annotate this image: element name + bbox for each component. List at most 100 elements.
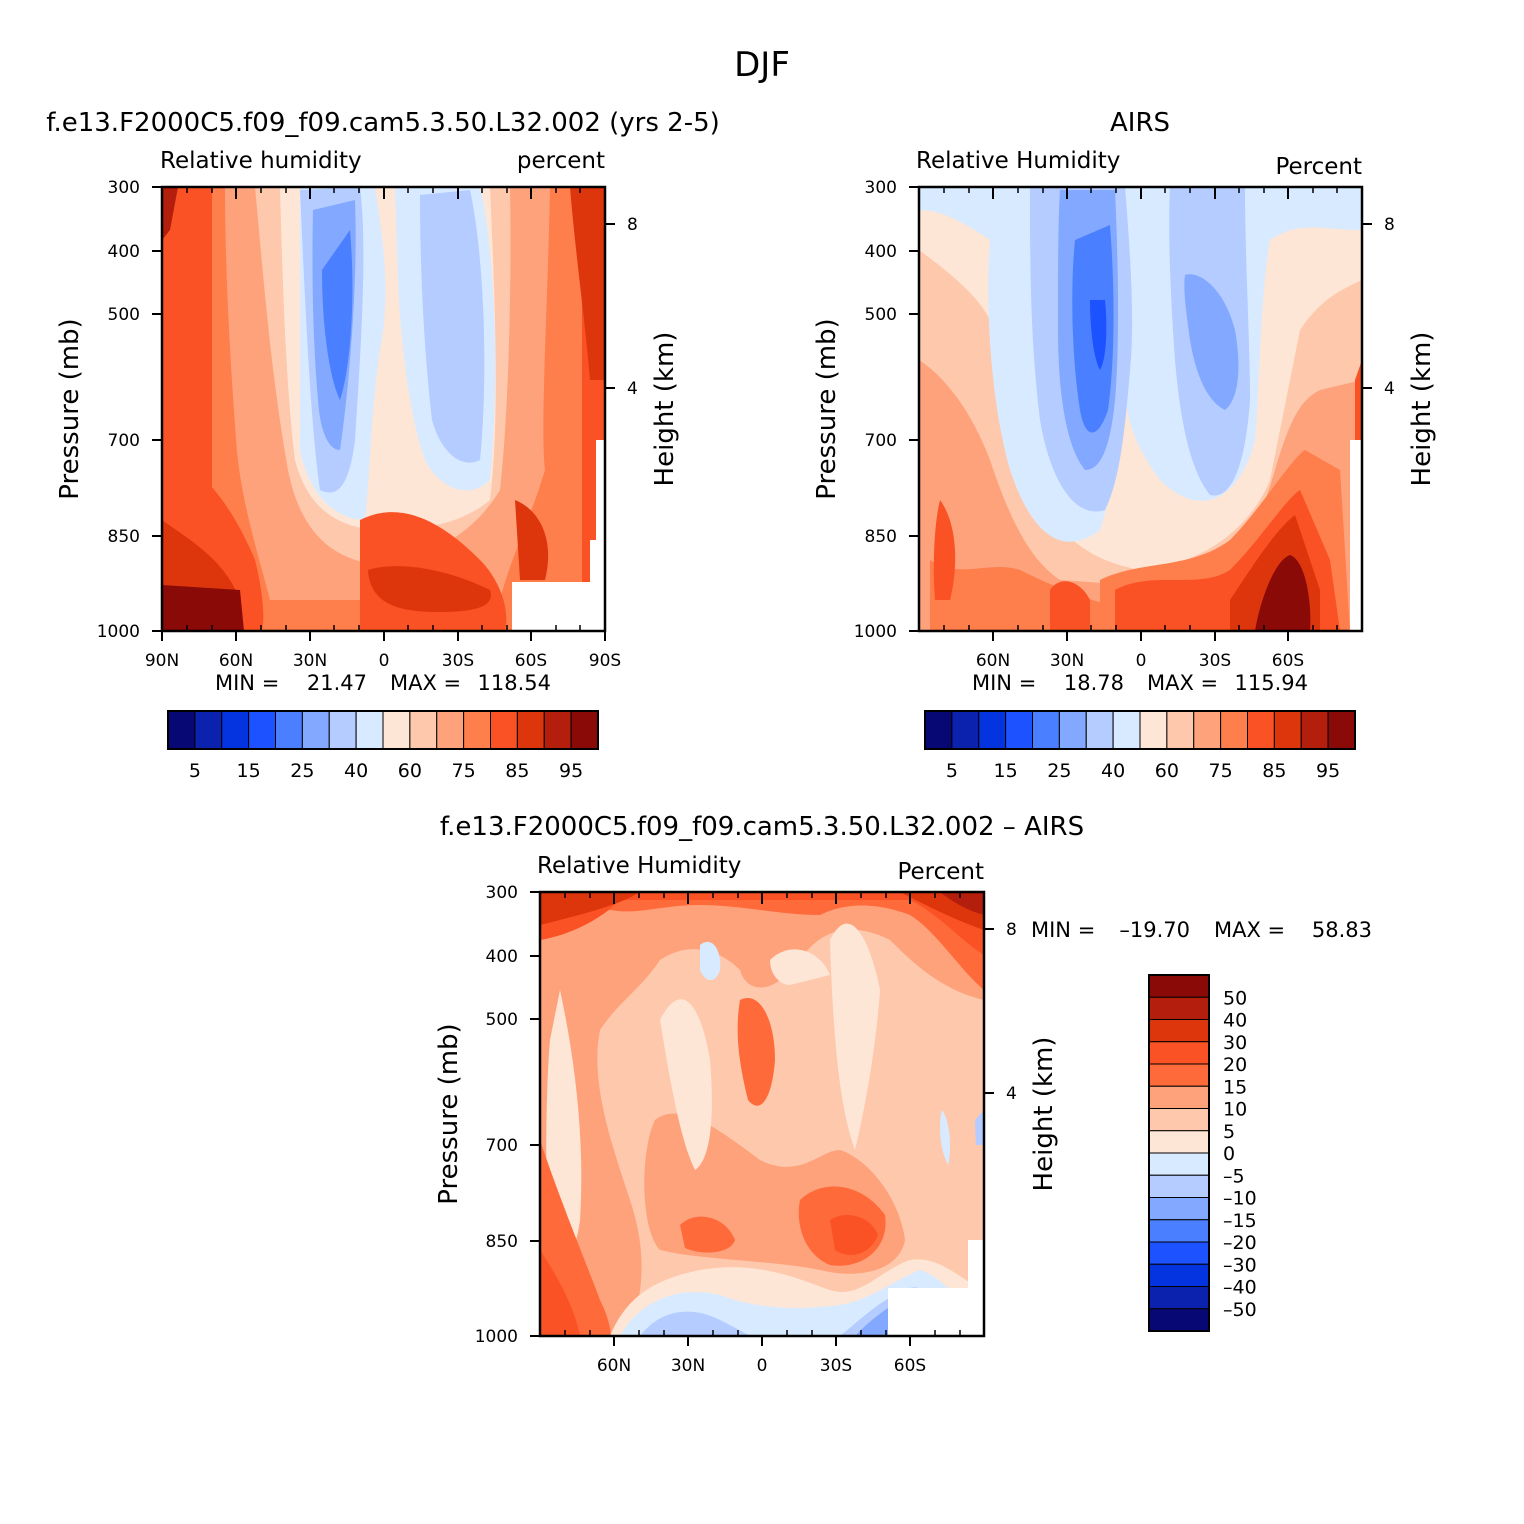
min-label: MIN = bbox=[972, 671, 1036, 695]
panel-model-major-ticks bbox=[152, 186, 615, 641]
panel-diff-y-tick-labels: 300 400 500 700 850 1000 bbox=[475, 883, 518, 1347]
x-tick-label: 0 bbox=[1136, 651, 1147, 671]
colorbar-swatch bbox=[328, 710, 357, 750]
min-value: 21.47 bbox=[307, 671, 367, 695]
x-tick-label: 90S bbox=[589, 651, 621, 671]
page-title: DJF bbox=[734, 45, 790, 85]
colorbar-swatch bbox=[1148, 1019, 1210, 1043]
colorbar-swatch bbox=[463, 710, 491, 750]
colorbar-label: 25 bbox=[1047, 760, 1071, 782]
colorbar-swatch bbox=[516, 710, 545, 750]
panel-airs-left-label: Relative Humidity bbox=[916, 148, 1120, 174]
colorbar-swatch bbox=[1193, 710, 1222, 750]
y-tick-label: 500 bbox=[865, 305, 897, 325]
contour-band bbox=[162, 187, 178, 240]
panel-airs-contours bbox=[919, 187, 1362, 631]
panel-diff: f.e13.F2000C5.f09_f09.cam5.3.50.L32.002 … bbox=[434, 812, 1372, 1376]
contour-band bbox=[940, 1110, 950, 1165]
panel-diff-title: f.e13.F2000C5.f09_f09.cam5.3.50.L32.002 … bbox=[440, 812, 1084, 842]
contour-band bbox=[162, 585, 244, 631]
panel-diff-stats: MIN = –19.70 MAX = 58.83 bbox=[1031, 918, 1372, 942]
contour-band bbox=[830, 923, 880, 1150]
y-tick-label: 400 bbox=[486, 947, 518, 967]
max-value: 58.83 bbox=[1312, 918, 1372, 942]
colorbar-swatch bbox=[301, 710, 330, 750]
colorbar-label: –50 bbox=[1223, 1299, 1257, 1321]
colorbar-swatch bbox=[490, 710, 518, 750]
x-tick-label: 0 bbox=[379, 651, 390, 671]
colorbar-label: 50 bbox=[1223, 987, 1247, 1009]
colorbar-swatch bbox=[1032, 710, 1060, 750]
y-tick-label: 700 bbox=[108, 431, 140, 451]
colorbar-frame bbox=[1148, 974, 1210, 1332]
colorbar-swatch bbox=[1148, 1263, 1210, 1287]
panel-airs-stats: MIN = 18.78 MAX = 115.94 bbox=[972, 671, 1308, 695]
panel-model-stats: MIN = 21.47 MAX = 118.54 bbox=[215, 671, 551, 695]
colorbar-swatch bbox=[924, 710, 953, 750]
colorbar-label: 85 bbox=[505, 760, 529, 782]
colorbar-swatch bbox=[221, 710, 250, 750]
colorbar-swatch bbox=[1247, 710, 1275, 750]
colorbar-label: 25 bbox=[290, 760, 314, 782]
panel-model-colorbar: 5 15 25 40 60 75 85 95 bbox=[167, 710, 599, 782]
x-tick-label: 30S bbox=[820, 1356, 852, 1376]
y-axis-label: Pressure (mb) bbox=[55, 318, 85, 499]
missing-data-mask bbox=[590, 540, 605, 631]
height-tick-label: 8 bbox=[1384, 215, 1395, 235]
contour-band bbox=[1355, 360, 1362, 440]
panel-diff-x-tick-labels: 60N 30N 0 30S 60S bbox=[597, 1356, 926, 1376]
colorbar-swatch bbox=[570, 710, 599, 750]
contour-band bbox=[322, 230, 353, 400]
y-tick-label: 400 bbox=[865, 242, 897, 262]
colorbar-label: 75 bbox=[452, 760, 476, 782]
x-tick-label: 90N bbox=[145, 651, 179, 671]
colorbar-swatch bbox=[978, 710, 1007, 750]
y-axis-right-label: Height (km) bbox=[1407, 332, 1437, 487]
panel-airs-title: AIRS bbox=[1110, 108, 1170, 138]
y-tick-label: 1000 bbox=[97, 622, 140, 642]
colorbar-swatch bbox=[1148, 996, 1210, 1020]
colorbar-swatch bbox=[1327, 710, 1356, 750]
panel-model-contours bbox=[162, 187, 605, 631]
contour-band bbox=[420, 190, 485, 463]
colorbar-swatch bbox=[355, 710, 384, 750]
max-value: 118.54 bbox=[478, 671, 551, 695]
colorbar-swatch bbox=[1148, 1130, 1210, 1154]
panel-model: f.e13.F2000C5.f09_f09.cam5.3.50.L32.002 … bbox=[46, 108, 720, 782]
contour-band bbox=[737, 998, 775, 1106]
y-tick-label: 300 bbox=[108, 178, 140, 198]
y-tick-label: 850 bbox=[486, 1232, 518, 1252]
colorbar-swatch bbox=[382, 710, 411, 750]
height-tick-label: 4 bbox=[627, 379, 638, 399]
contour-band bbox=[1050, 581, 1090, 631]
colorbar-label: 15 bbox=[237, 760, 261, 782]
x-tick-label: 60N bbox=[976, 651, 1010, 671]
colorbar-label: 60 bbox=[398, 760, 422, 782]
panel-diff-contours bbox=[540, 892, 984, 1336]
y-tick-label: 1000 bbox=[475, 1327, 518, 1347]
x-tick-label: 30N bbox=[293, 651, 327, 671]
colorbar-swatch bbox=[1148, 1041, 1210, 1065]
x-tick-label: 30N bbox=[671, 1356, 705, 1376]
panel-diff-left-label: Relative Humidity bbox=[537, 853, 741, 879]
panel-model-y-tick-labels: 300 400 500 700 850 1000 bbox=[97, 178, 140, 642]
y-tick-label: 500 bbox=[486, 1010, 518, 1030]
panel-diff-minor-ticks bbox=[564, 892, 961, 1336]
x-tick-label: 60S bbox=[894, 1356, 926, 1376]
contour-band bbox=[368, 566, 491, 612]
y-tick-label: 700 bbox=[865, 431, 897, 451]
contour-band bbox=[770, 949, 830, 985]
height-tick-label: 4 bbox=[1006, 1084, 1017, 1104]
colorbar-swatch bbox=[1148, 1241, 1210, 1265]
colorbar-label: 15 bbox=[994, 760, 1018, 782]
panel-airs-y-tick-labels: 300 400 500 700 850 1000 bbox=[854, 178, 897, 642]
missing-data-mask bbox=[512, 582, 605, 631]
panel-diff-right-label: Percent bbox=[897, 859, 984, 885]
max-label: MAX = bbox=[1147, 671, 1218, 695]
min-value: –19.70 bbox=[1119, 918, 1190, 942]
colorbar-swatch bbox=[1139, 710, 1168, 750]
contour-band bbox=[933, 500, 956, 600]
colorbar-frame bbox=[924, 710, 1356, 750]
